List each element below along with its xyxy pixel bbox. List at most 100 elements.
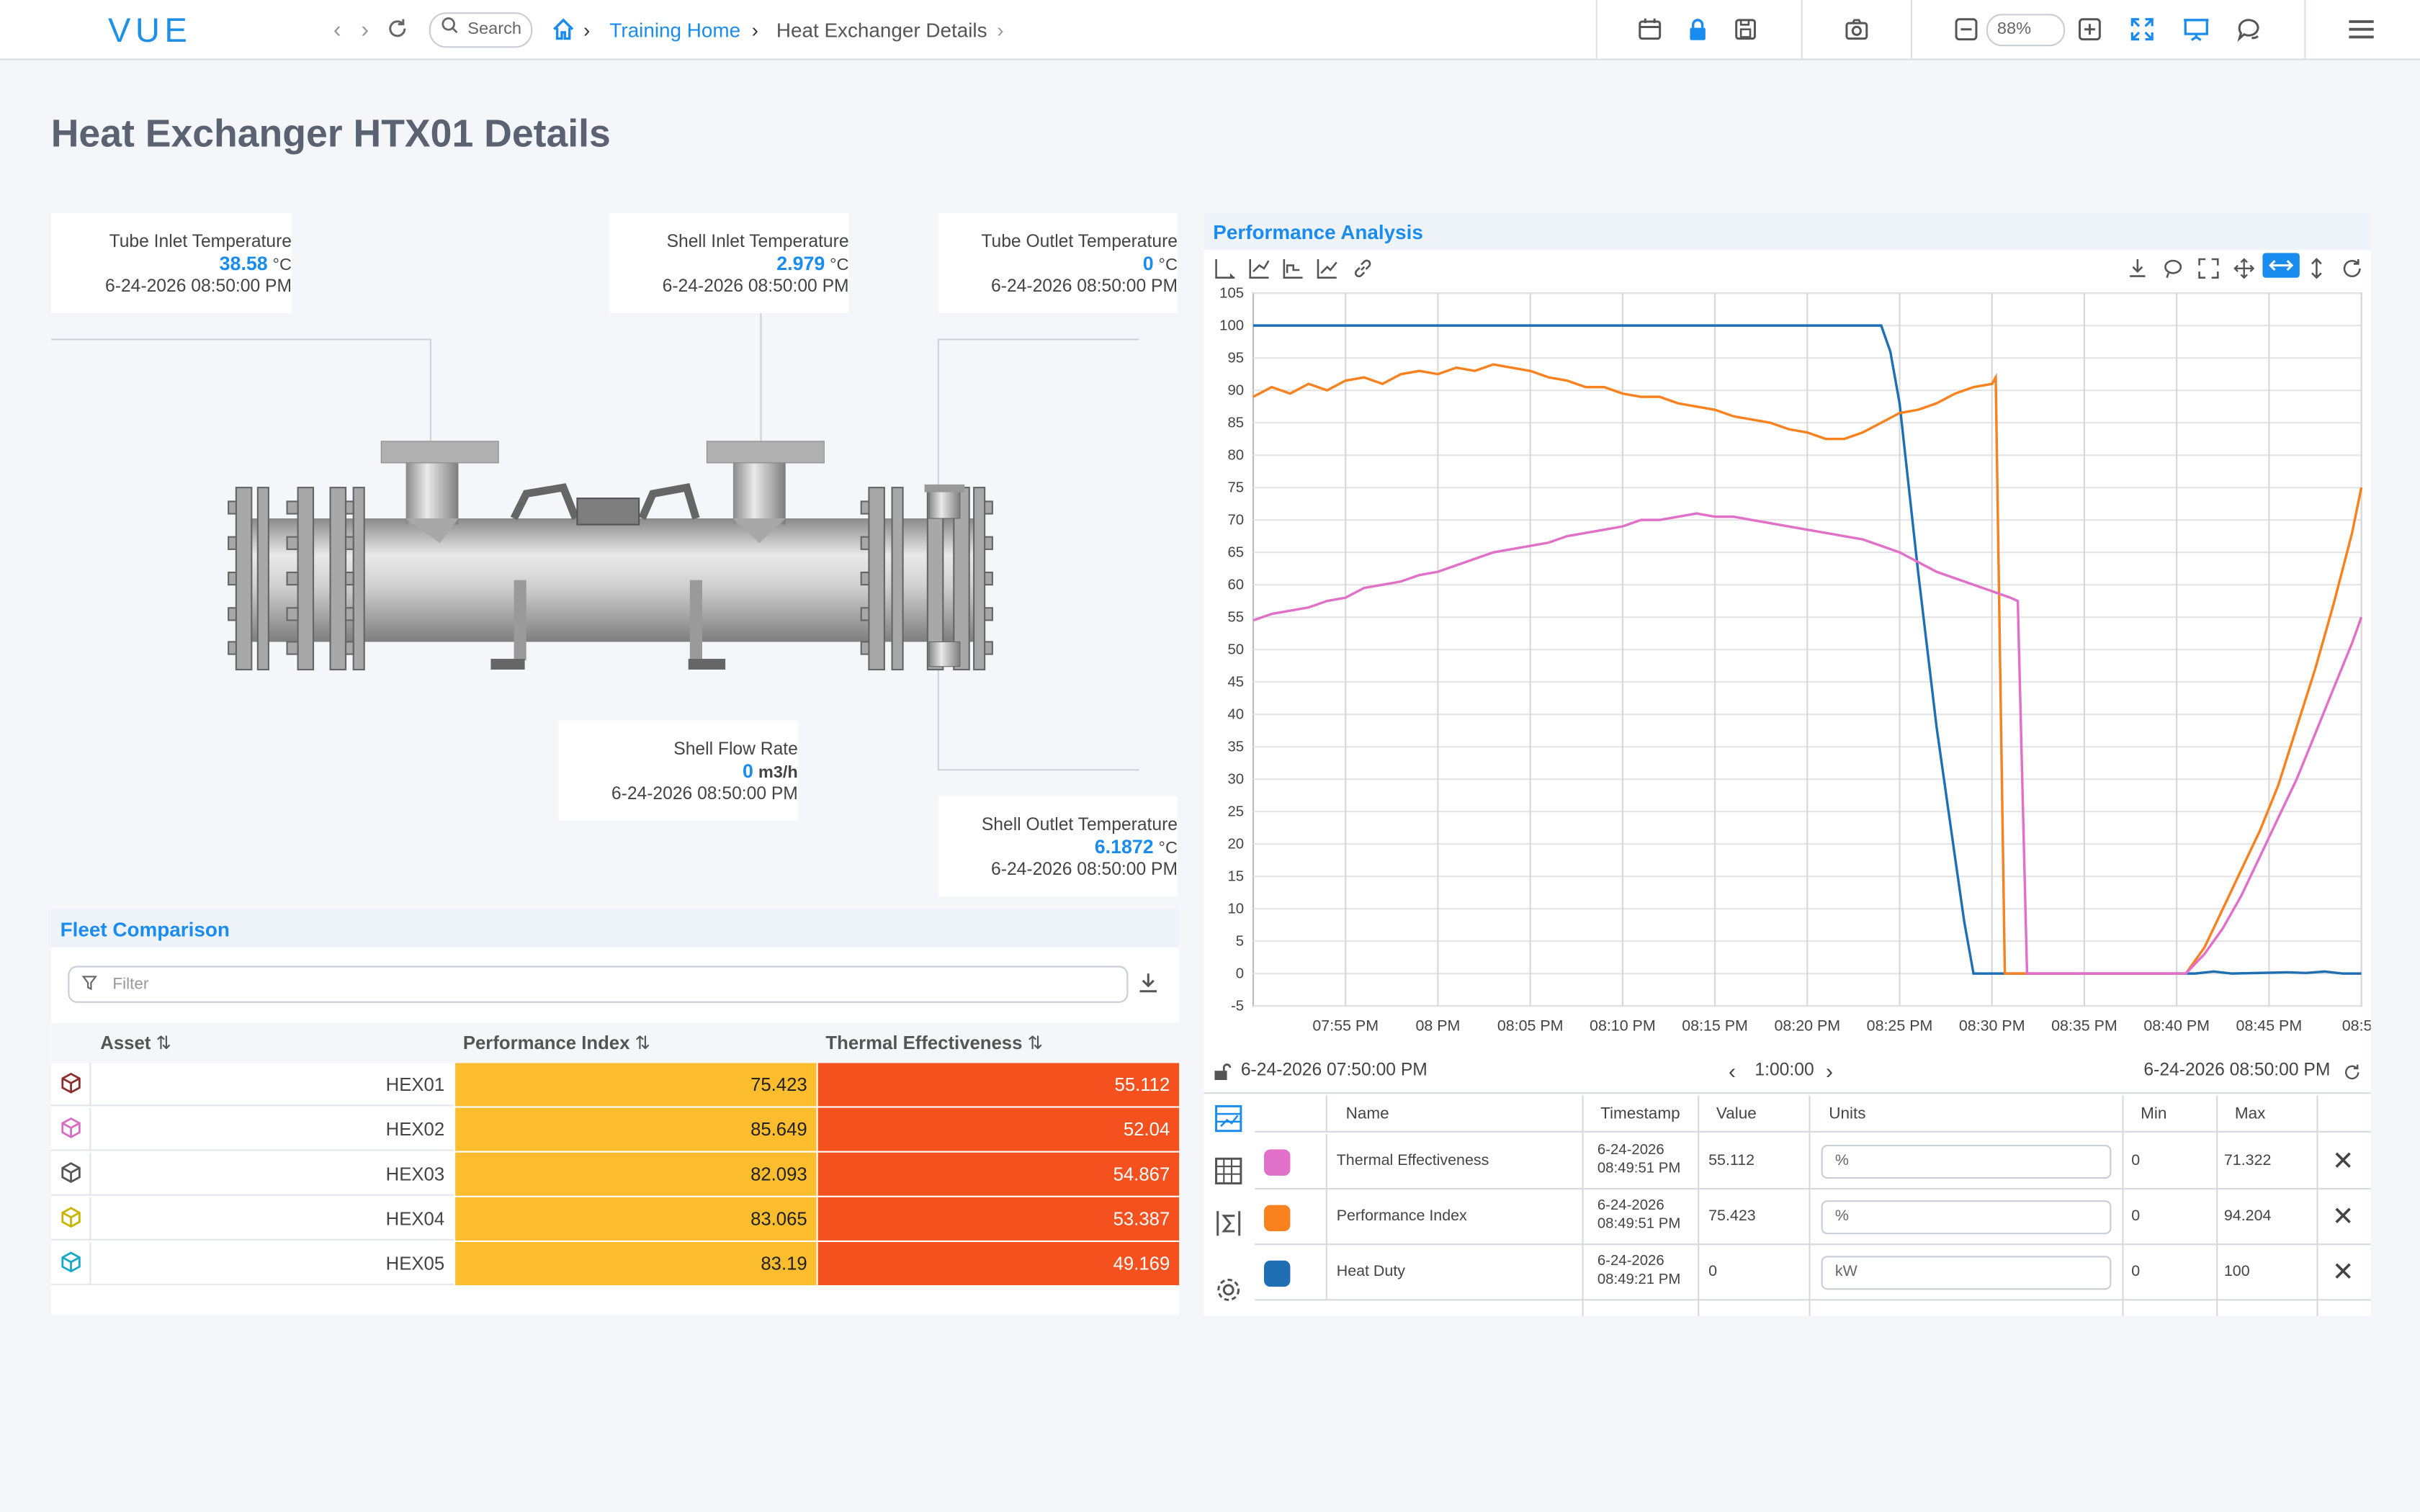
header-spacer [1255, 1095, 1327, 1133]
range-end[interactable]: 6-24-2026 08:50:00 PM [2143, 1061, 2331, 1080]
remove-series-icon[interactable]: ✕ [2331, 1146, 2354, 1176]
app-logo: VUE [108, 11, 192, 50]
trend-table-icon[interactable] [1214, 1104, 1242, 1133]
home-icon[interactable] [551, 17, 575, 50]
axis-icon[interactable] [1214, 258, 1236, 279]
reset-icon[interactable] [2341, 258, 2363, 279]
table-row[interactable]: HEX04 83.065 53.387 [50, 1197, 1180, 1242]
time-range-bar: 6-24-2026 07:50:00 PM ‹ 1:00:00 › 6-24-2… [1204, 1048, 2371, 1094]
chat-icon[interactable] [2233, 14, 2264, 45]
chart-download-icon[interactable] [2127, 258, 2148, 279]
asset-name: HEX02 [91, 1108, 454, 1151]
pan-icon[interactable] [2233, 258, 2255, 279]
legend-row[interactable]: Thermal Effectiveness 6-24-2026 08:49:51 … [1255, 1134, 2371, 1190]
range-next-icon[interactable]: › [1826, 1058, 1834, 1084]
y-tick-label: 10 [1228, 901, 1245, 917]
calendar-icon[interactable] [1634, 14, 1665, 45]
remove-series-icon[interactable]: ✕ [2331, 1257, 2354, 1287]
download-icon[interactable] [1137, 972, 1159, 1002]
x-tick-label: 08:30 PM [1959, 1017, 2025, 1034]
remove-series-icon[interactable]: ✕ [2331, 1202, 2354, 1231]
save-icon[interactable] [1730, 14, 1761, 45]
trend-axis-icon[interactable] [1249, 258, 1270, 279]
asset-name: HEX04 [91, 1197, 454, 1241]
sensor-name: Shell Inlet Temperature [666, 233, 849, 252]
series-color-swatch[interactable] [1264, 1205, 1291, 1231]
y-tick-label: 55 [1228, 610, 1245, 626]
performance-chart[interactable]: 1051009590858075706560555045403530252015… [1204, 287, 2370, 1035]
x-tick-label: 08:10 PM [1590, 1017, 1656, 1034]
horizontal-arrows-icon [2269, 260, 2294, 271]
col-value[interactable]: Value [1716, 1104, 1757, 1123]
filter-placeholder: Filter [112, 975, 149, 994]
zoom-out-icon[interactable] [1951, 14, 1982, 45]
x-tick-label: 08:40 PM [2143, 1017, 2210, 1034]
table-row[interactable]: HEX05 83.19 49.169 [50, 1242, 1180, 1287]
divider [1910, 0, 1912, 60]
filter-input[interactable]: Filter [68, 966, 1129, 1003]
lasso-icon[interactable] [2162, 258, 2184, 279]
thermal-effectiveness-cell: 55.112 [817, 1063, 1180, 1107]
fullscreen-icon[interactable] [2197, 258, 2219, 279]
range-prev-icon[interactable]: ‹ [1729, 1058, 1736, 1084]
performance-index-cell: 83.065 [455, 1197, 817, 1241]
col-asset[interactable]: Asset ⇅ [100, 1032, 172, 1054]
search-input[interactable]: Search [429, 12, 533, 48]
refresh-icon[interactable] [386, 17, 409, 48]
chevron-right-icon: › [583, 18, 591, 42]
menu-icon[interactable] [2344, 14, 2378, 45]
trend-icon[interactable] [1317, 258, 1338, 279]
y-tick-label: 95 [1228, 351, 1245, 366]
unlock-icon[interactable] [1213, 1063, 1232, 1081]
zoom-x-button[interactable] [2262, 253, 2300, 278]
col-max[interactable]: Max [2234, 1104, 2266, 1123]
table-row[interactable]: HEX02 85.649 52.04 [50, 1107, 1180, 1153]
cube-icon [61, 1162, 81, 1184]
forward-icon[interactable]: › [361, 17, 369, 44]
step-chart-icon[interactable] [1283, 258, 1304, 279]
series-color-swatch[interactable] [1264, 1149, 1291, 1176]
units-input[interactable]: % [1821, 1200, 2112, 1235]
col-name[interactable]: Name [1345, 1104, 1389, 1123]
col-timestamp[interactable]: Timestamp [1600, 1104, 1680, 1123]
range-start[interactable]: 6-24-2026 07:50:00 PM [1240, 1061, 1428, 1080]
units-input[interactable]: kW [1821, 1256, 2112, 1290]
page-title: Heat Exchanger HTX01 Details [50, 112, 611, 156]
link-icon[interactable] [1352, 258, 1373, 279]
legend-row[interactable]: Performance Index 6-24-2026 08:49:51 PM 7… [1255, 1189, 2371, 1246]
col-performance-index[interactable]: Performance Index ⇅ [462, 1032, 651, 1054]
legend-row[interactable]: Heat Duty 6-24-2026 08:49:21 PM 0 kW 0 10… [1255, 1245, 2371, 1301]
divider [2122, 1095, 2124, 1316]
units-input[interactable]: % [1821, 1145, 2112, 1179]
y-tick-label: 25 [1228, 804, 1245, 820]
breadcrumb-training-home[interactable]: Training Home [609, 18, 741, 42]
zoom-in-icon[interactable] [2074, 14, 2105, 45]
settings-icon[interactable] [1214, 1276, 1242, 1304]
y-tick-label: 75 [1228, 480, 1245, 496]
series-color-swatch[interactable] [1264, 1260, 1291, 1287]
col-units[interactable]: Units [1829, 1104, 1866, 1123]
table-row[interactable]: HEX01 75.423 55.112 [50, 1063, 1180, 1107]
x-tick-label: 08:15 PM [1682, 1017, 1748, 1034]
breadcrumb-current: Heat Exchanger Details [776, 18, 987, 42]
live-refresh-icon[interactable] [2343, 1063, 2362, 1081]
sum-icon[interactable] [1214, 1210, 1242, 1238]
series-value: 0 [1708, 1264, 1718, 1281]
back-icon[interactable]: ‹ [333, 17, 341, 44]
col-min[interactable]: Min [2141, 1104, 2167, 1123]
asset-icon-cell [50, 1152, 91, 1196]
vertical-arrows-icon[interactable] [2305, 258, 2327, 279]
sensor-timestamp: 6-24-2026 08:50:00 PM [662, 277, 849, 297]
zoom-level[interactable]: 88% [1986, 14, 2066, 47]
col-thermal-effectiveness[interactable]: Thermal Effectiveness ⇅ [825, 1032, 1044, 1054]
range-duration[interactable]: 1:00:00 [1754, 1061, 1814, 1080]
presentation-icon[interactable] [2181, 14, 2212, 45]
statistics-icon[interactable] [1214, 1157, 1242, 1185]
sensor-value: 0 [1142, 253, 1154, 275]
search-placeholder: Search [467, 19, 521, 39]
cube-icon [61, 1251, 81, 1273]
table-row[interactable]: HEX03 82.093 54.867 [50, 1152, 1180, 1197]
camera-icon[interactable] [1841, 14, 1872, 45]
fit-screen-icon[interactable] [2127, 14, 2158, 45]
lock-icon[interactable] [1682, 14, 1713, 45]
